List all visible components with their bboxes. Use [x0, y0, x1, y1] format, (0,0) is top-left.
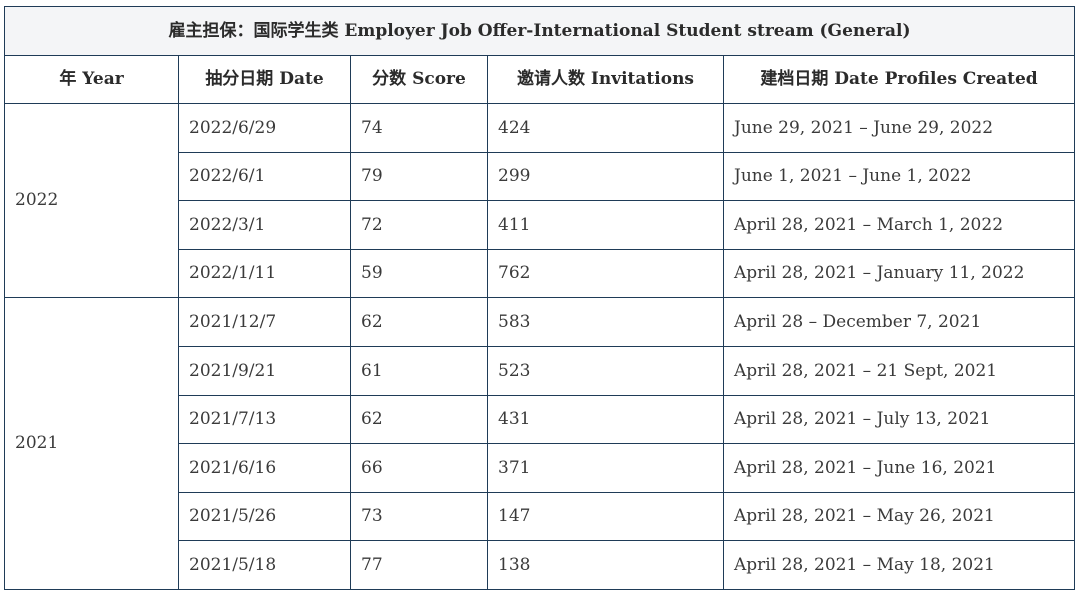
year-cell: 2021 [4, 297, 179, 590]
date-cell: 2022/6/29 [178, 103, 351, 153]
column-header-year: 年 Year [4, 55, 179, 104]
invitations-cell: 299 [487, 151, 724, 202]
table-row: 2021/5/26 73 147 April 28, 2021 – May 26… [5, 491, 1076, 542]
invitations-cell: 147 [487, 491, 724, 542]
column-header-score: 分数 Score [350, 55, 488, 104]
year-cell: 2022 [4, 102, 179, 299]
table-row: 2022/1/11 59 762 April 28, 2021 – Januar… [5, 248, 1076, 299]
profiles-cell: April 28, 2021 – January 11, 2022 [722, 248, 1076, 299]
date-cell: 2022/3/1 [178, 200, 351, 250]
table-caption: 雇主担保：国际学生类 Employer Job Offer-Internatio… [3, 6, 1076, 56]
table-row: 2022 2022/6/29 74 424 June 29, 2021 – Ju… [4, 102, 1076, 299]
score-cell: 61 [350, 345, 488, 396]
profiles-cell: April 28, 2021 – 21 Sept, 2021 [722, 345, 1076, 396]
table-row: 2022/6/1 79 299 June 1, 2021 – June 1, 2… [5, 151, 1076, 202]
date-cell: 2021/5/26 [178, 491, 351, 542]
profiles-cell: June 29, 2021 – June 29, 2022 [722, 103, 1076, 153]
table-row: 2022/3/1 72 411 April 28, 2021 – March 1… [5, 200, 1076, 250]
date-cell: 2021/5/18 [178, 540, 351, 590]
table-header-row: 年 Year 抽分日期 Date 分数 Score 邀请人数 Invitatio… [4, 55, 1076, 104]
table-row: 2021/5/18 77 138 April 28, 2021 – May 18… [5, 540, 1076, 590]
score-cell: 73 [350, 491, 488, 542]
score-cell: 66 [350, 443, 488, 493]
invitations-cell: 411 [487, 200, 724, 250]
date-cell: 2021/6/16 [178, 443, 351, 493]
date-cell: 2022/6/1 [178, 151, 351, 202]
table-row: 2021/7/13 62 431 April 28, 2021 – July 1… [5, 394, 1076, 445]
invitations-cell: 523 [487, 345, 724, 396]
draws-table: 雇主担保：国际学生类 Employer Job Offer-Internatio… [3, 6, 1076, 590]
column-header-invitations: 邀请人数 Invitations [487, 55, 724, 104]
date-cell: 2021/7/13 [178, 394, 351, 445]
invitations-cell: 583 [487, 297, 724, 347]
invitations-cell: 424 [487, 103, 724, 153]
profiles-cell: April 28, 2021 – May 18, 2021 [722, 540, 1076, 590]
profiles-cell: April 28, 2021 – June 16, 2021 [722, 443, 1076, 493]
profiles-cell: April 28 – December 7, 2021 [722, 297, 1076, 347]
score-cell: 62 [350, 297, 488, 347]
date-cell: 2022/1/11 [178, 248, 351, 299]
profiles-cell: June 1, 2021 – June 1, 2022 [722, 151, 1076, 202]
score-cell: 59 [350, 248, 488, 299]
score-cell: 74 [350, 103, 488, 153]
table-caption-row: 雇主担保：国际学生类 Employer Job Offer-Internatio… [3, 6, 1076, 56]
column-header-date: 抽分日期 Date [178, 55, 351, 104]
profiles-cell: April 28, 2021 – May 26, 2021 [722, 491, 1076, 542]
table-row: 2021 2021/12/7 62 583 April 28 – Decembe… [4, 297, 1076, 590]
table-row: 2021/9/21 61 523 April 28, 2021 – 21 Sep… [5, 345, 1076, 396]
invitations-cell: 431 [487, 394, 724, 445]
score-cell: 79 [350, 151, 488, 202]
profiles-cell: April 28, 2021 – July 13, 2021 [722, 394, 1076, 445]
score-cell: 62 [350, 394, 488, 445]
profiles-cell: April 28, 2021 – March 1, 2022 [722, 200, 1076, 250]
invitations-cell: 762 [487, 248, 724, 299]
invitations-cell: 371 [487, 443, 724, 493]
score-cell: 72 [350, 200, 488, 250]
table-row: 2021/6/16 66 371 April 28, 2021 – June 1… [5, 443, 1076, 493]
column-header-profiles-created: 建档日期 Date Profiles Created [722, 55, 1076, 104]
date-cell: 2021/9/21 [178, 345, 351, 396]
date-cell: 2021/12/7 [178, 297, 351, 347]
invitations-cell: 138 [487, 540, 724, 590]
score-cell: 77 [350, 540, 488, 590]
